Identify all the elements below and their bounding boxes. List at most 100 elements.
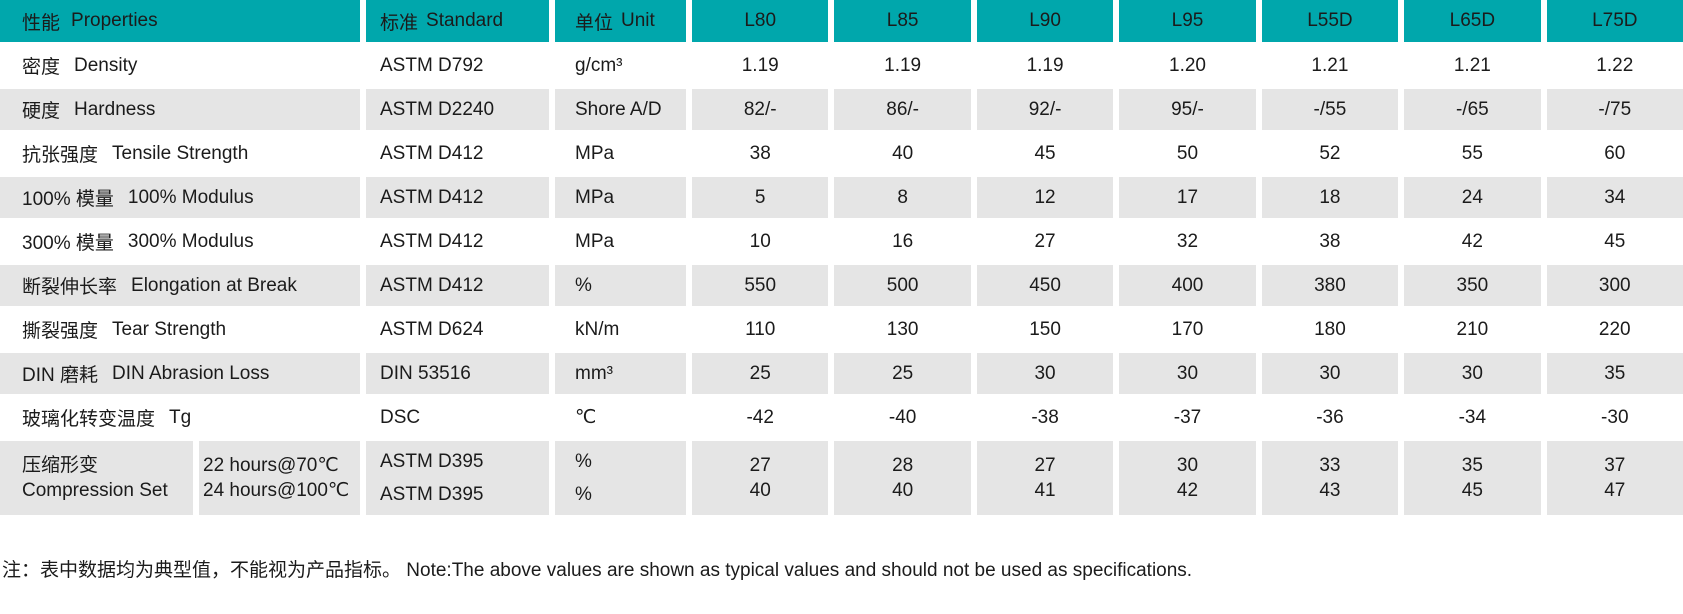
standard-label: ASTM D395 — [380, 484, 484, 505]
value-cell: 1.19 — [834, 45, 971, 86]
value-cell: 30 — [1261, 353, 1399, 394]
value: 350 — [1456, 274, 1489, 296]
property-en: DIN Abrasion Loss — [112, 362, 270, 384]
unit-cell: Shore A/D — [555, 89, 686, 130]
value: 41 — [1034, 480, 1056, 501]
value: -42 — [746, 406, 774, 428]
standard-cell: DIN 53516 — [366, 353, 549, 394]
value-cell: 1.19 — [692, 45, 829, 86]
value: 450 — [1029, 274, 1061, 296]
header-standard-zh: 标准 — [380, 12, 419, 34]
value: -38 — [1031, 406, 1059, 428]
value: 34 — [1604, 186, 1626, 208]
value: 45 — [1604, 230, 1626, 252]
unit-cell: ℃ — [555, 397, 686, 438]
value: -/65 — [1455, 98, 1489, 120]
value-cell: 170 — [1119, 309, 1256, 350]
value-cell: -42 — [692, 397, 829, 438]
value: 95/- — [1171, 98, 1204, 120]
unit-cell: % — [555, 265, 686, 306]
unit-cell: kN/m — [555, 309, 686, 350]
property-cell: 300% 模量 300% Modulus — [0, 221, 360, 262]
value-cell: 500 — [834, 265, 971, 306]
unit-label: % — [575, 484, 592, 505]
header-cell-properties: 性能 Properties — [0, 0, 360, 42]
value: 150 — [1029, 318, 1061, 340]
value: 60 — [1604, 142, 1626, 164]
standard-cell: ASTM D624 — [366, 309, 549, 350]
property-en: Tg — [169, 406, 192, 428]
unit-label: MPa — [575, 142, 615, 164]
unit-label: mm³ — [575, 362, 613, 384]
value-cell: 130 — [834, 309, 971, 350]
standard-cell: ASTM D412 — [366, 133, 549, 174]
value: 110 — [745, 318, 776, 340]
header-cell-grade-l55d: L55D — [1261, 0, 1399, 42]
value: 27 — [1034, 230, 1056, 252]
value: 33 — [1319, 455, 1341, 476]
header-cell-grade-l80: L80 — [692, 0, 829, 42]
value: 50 — [1176, 142, 1199, 164]
value-cell: 33 43 — [1261, 441, 1399, 515]
standard-label: ASTM D412 — [380, 230, 484, 252]
property-zh: 压缩形变 — [22, 455, 99, 476]
header-cell-grade-l75d: L75D — [1546, 0, 1683, 42]
value-cell: 45 — [976, 133, 1114, 174]
value: 17 — [1176, 186, 1199, 208]
value-cell: -38 — [976, 397, 1114, 438]
standard-cell: ASTM D395 ASTM D395 — [366, 441, 549, 515]
standard-cell: ASTM D412 — [366, 221, 549, 262]
value: 8 — [897, 186, 908, 208]
value-cell: 12 — [976, 177, 1114, 218]
value: 40 — [749, 480, 771, 501]
property-en: Compression Set — [22, 480, 168, 501]
standard-label: ASTM D412 — [380, 186, 484, 208]
value: 1.19 — [741, 54, 779, 76]
standard-label: ASTM D2240 — [380, 98, 495, 120]
value: 220 — [1598, 318, 1631, 340]
value: 30 — [1319, 362, 1341, 384]
value-cell: 150 — [976, 309, 1114, 350]
value-cell: 1.19 — [976, 45, 1114, 86]
value-cell: 180 — [1261, 309, 1399, 350]
value: 25 — [892, 362, 914, 384]
value-cell: 17 — [1119, 177, 1256, 218]
value: 5 — [754, 186, 766, 208]
value: 30 — [1034, 362, 1056, 384]
value-cell: 110 — [692, 309, 829, 350]
unit-label: MPa — [575, 230, 615, 252]
value-cell: 37 47 — [1546, 441, 1683, 515]
value: 24 — [1461, 186, 1483, 208]
value: 10 — [749, 230, 771, 252]
value: 47 — [1604, 480, 1626, 501]
value: 45 — [1461, 480, 1483, 501]
value-cell: 27 41 — [976, 441, 1114, 515]
value-cell: 92/- — [976, 89, 1114, 130]
value-cell: 18 — [1261, 177, 1399, 218]
header-properties-en: Properties — [71, 10, 158, 31]
value: 35 — [1604, 362, 1626, 384]
value: 300 — [1598, 274, 1631, 296]
value-cell: 1.20 — [1119, 45, 1256, 86]
property-zh: DIN 磨耗 — [22, 365, 99, 386]
value: 30 — [1461, 362, 1483, 384]
value: 550 — [744, 274, 777, 296]
value: 12 — [1034, 186, 1056, 208]
property-cell: 100% 模量 100% Modulus — [0, 177, 360, 218]
value: 86/- — [886, 98, 919, 120]
value-cell: -37 — [1119, 397, 1256, 438]
value: 1.19 — [1026, 54, 1064, 76]
value: 1.22 — [1596, 54, 1634, 76]
property-en: Hardness — [74, 98, 156, 120]
header-standard-en: Standard — [426, 10, 504, 31]
value: 210 — [1456, 318, 1489, 340]
compression-property-cell: 压缩形变 Compression Set — [0, 441, 193, 515]
value: 43 — [1319, 480, 1341, 501]
unit-label: kN/m — [575, 318, 620, 340]
property-zh: 撕裂强度 — [22, 321, 99, 342]
value: 32 — [1176, 230, 1199, 252]
standard-cell: ASTM D2240 — [366, 89, 549, 130]
value: 16 — [892, 230, 914, 252]
unit-cell: g/cm³ — [555, 45, 686, 86]
value-cell: 380 — [1261, 265, 1399, 306]
